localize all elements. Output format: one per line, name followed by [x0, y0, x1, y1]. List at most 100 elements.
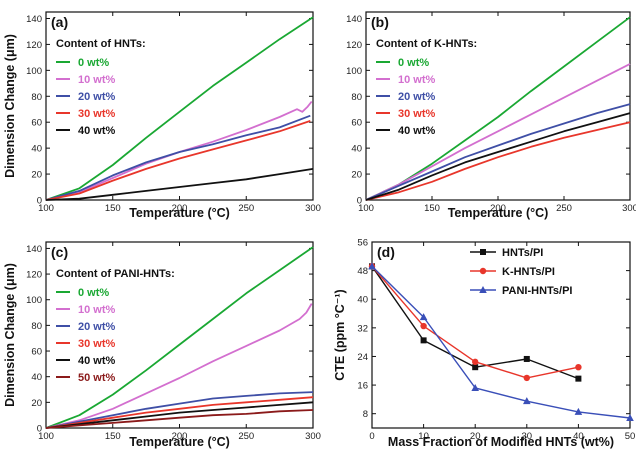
y-tick-label: 16	[357, 381, 368, 392]
y-tick-label: 60	[31, 118, 42, 129]
series-line-3	[45, 396, 314, 429]
panel-label: (d)	[377, 244, 395, 260]
y-tick-label: 20	[31, 398, 42, 409]
legend-entry: 10 wt%	[398, 74, 436, 86]
legend-entry: 40 wt%	[78, 125, 116, 137]
data-point	[523, 355, 530, 362]
x-tick-label: 0	[369, 431, 374, 442]
x-axis-label: Temperature (°C)	[129, 435, 230, 449]
plot-frame	[371, 241, 631, 429]
legend-entry: 0 wt%	[78, 57, 109, 69]
data-point	[575, 375, 582, 382]
y-tick-label: 120	[26, 40, 42, 51]
legend-entry: 50 wt%	[78, 372, 116, 384]
legend-entry: K-HNTs/PI	[502, 266, 555, 278]
y-tick-label: 0	[37, 424, 42, 435]
series-line-2	[365, 103, 631, 201]
series-line-1	[365, 63, 631, 201]
series-line-5	[45, 409, 314, 429]
series-line-1	[45, 100, 313, 201]
y-axis-label: Dimension Change (μm)	[3, 263, 17, 407]
data-point	[472, 364, 479, 371]
y-tick-label: 40	[31, 372, 42, 383]
x-tick-label: 150	[105, 431, 121, 442]
legend-marker	[479, 286, 487, 293]
legend-entry: PANI-HNTs/PI	[502, 285, 573, 297]
legend-entry: 30 wt%	[398, 108, 436, 120]
y-axis-label: CTE (ppm °C⁻¹)	[333, 289, 347, 380]
data-point	[419, 313, 428, 321]
legend-entry: 0 wt%	[78, 287, 109, 299]
y-axis-label: Dimension Change (μm)	[3, 34, 17, 178]
y-tick-label: 40	[351, 144, 362, 155]
data-point	[574, 407, 583, 415]
y-tick-label: 56	[357, 238, 368, 249]
panel-label: (c)	[51, 244, 68, 260]
x-tick-label: 40	[573, 431, 584, 442]
x-tick-label: 10	[418, 431, 429, 442]
y-tick-label: 24	[357, 352, 368, 363]
series-line-3	[365, 121, 631, 201]
legend-entry: 30 wt%	[78, 108, 116, 120]
legend-entry: 20 wt%	[78, 321, 116, 333]
data-point	[368, 262, 376, 270]
y-tick-label: 48	[357, 266, 368, 277]
y-tick-label: 120	[346, 40, 362, 51]
panel-label: (a)	[51, 14, 68, 30]
data-point	[523, 397, 531, 405]
series-line-4	[45, 401, 314, 429]
x-tick-label: 250	[238, 431, 254, 442]
y-tick-label: 100	[26, 66, 42, 77]
legend-entry: 0 wt%	[398, 57, 429, 69]
x-tick-label: 100	[38, 431, 54, 442]
legend-entry: HNTs/PI	[502, 247, 543, 259]
y-tick-label: 120	[26, 270, 42, 281]
panel-b: 100 150 200 250 300 0 20 40 60 80 100 120 140 Tempera…	[346, 11, 636, 220]
x-tick-label: 200	[490, 203, 506, 214]
y-tick-label: 100	[26, 295, 42, 306]
y-tick-label: 60	[31, 347, 42, 358]
x-tick-label: 200	[172, 431, 188, 442]
legend-title: Content of K-HNTs:	[376, 38, 477, 50]
legend-title: Content of HNTs:	[56, 38, 146, 50]
y-tick-label: 32	[357, 323, 368, 334]
legend-entry: 40 wt%	[78, 355, 116, 367]
x-tick-label: 30	[522, 431, 533, 442]
y-tick-label: 100	[346, 66, 362, 77]
series-line-0	[45, 246, 314, 429]
data-point	[626, 413, 634, 421]
y-tick-label: 40	[31, 144, 42, 155]
y-tick-label: 140	[26, 14, 42, 25]
panel-c: 100 150 200 250 300 0 20 40 60 80 100 120 140 Tempera…	[3, 241, 321, 449]
series-line-2	[371, 265, 631, 419]
y-tick-label: 0	[357, 196, 362, 207]
y-tick-label: 60	[351, 118, 362, 129]
y-tick-label: 80	[351, 92, 362, 103]
series-line-1	[45, 303, 313, 429]
x-tick-label: 100	[358, 203, 374, 214]
x-tick-label: 250	[238, 203, 254, 214]
data-point	[420, 337, 427, 344]
x-tick-label: 300	[305, 203, 321, 214]
legend-entry: 40 wt%	[398, 125, 436, 137]
y-tick-label: 80	[31, 321, 42, 332]
y-tick-label: 80	[31, 92, 42, 103]
legend-entry: 20 wt%	[78, 91, 116, 103]
x-tick-label: 100	[38, 203, 54, 214]
x-tick-label: 20	[470, 431, 481, 442]
panel-label: (b)	[371, 14, 389, 30]
legend-entry: 20 wt%	[398, 91, 436, 103]
data-point	[523, 374, 530, 382]
y-tick-label: 140	[346, 14, 362, 25]
x-tick-label: 300	[305, 431, 321, 442]
y-tick-label: 20	[351, 170, 362, 181]
legend-entry: 10 wt%	[78, 304, 116, 316]
series-line-4	[45, 168, 314, 201]
x-tick-label: 300	[622, 203, 636, 214]
series-line-2	[45, 114, 311, 201]
y-tick-label: 8	[363, 409, 368, 420]
x-tick-label: 50	[625, 431, 636, 442]
legend-marker	[480, 249, 486, 255]
legend-title: Content of PANI-HNTs:	[56, 268, 175, 280]
